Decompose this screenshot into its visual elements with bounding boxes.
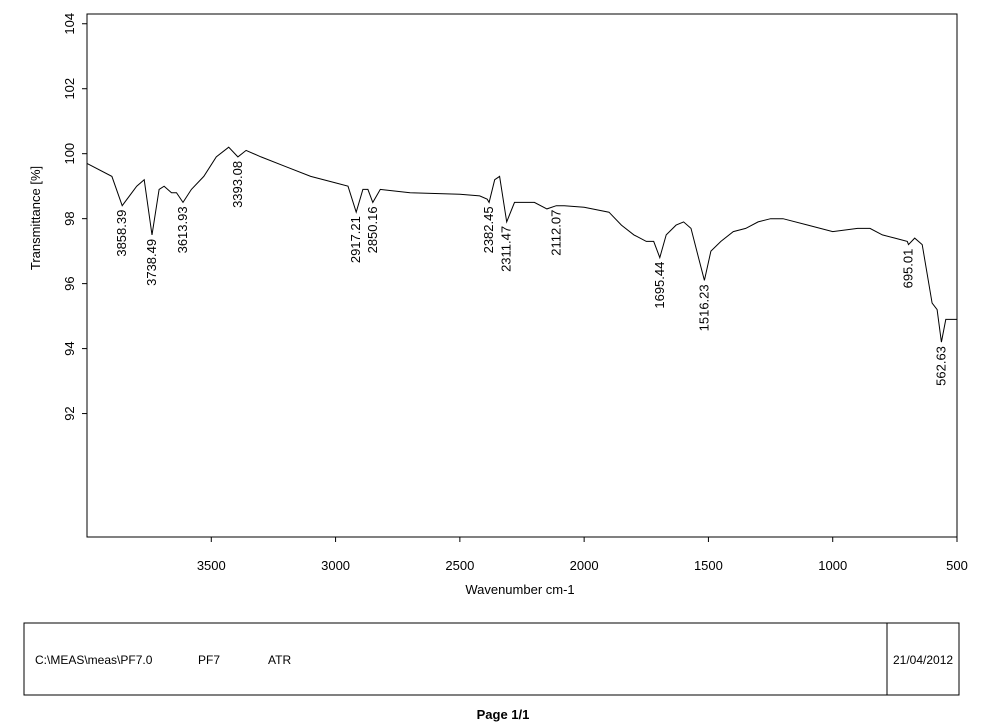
footer-date: 21/04/2012 (893, 653, 953, 667)
y-tick-label: 100 (62, 143, 77, 165)
y-tick-label: 102 (62, 78, 77, 100)
peak-label: 3393.08 (230, 161, 245, 208)
x-tick-label: 2500 (445, 558, 474, 573)
spectrum-line (86, 146, 957, 343)
x-tick-label: 500 (946, 558, 968, 573)
x-tick-label: 3000 (321, 558, 350, 573)
y-axis-label: Transmittance [%] (28, 166, 43, 270)
page-number: Page 1/1 (477, 707, 530, 722)
peak-label: 3738.49 (144, 239, 159, 286)
peak-label: 1516.23 (696, 284, 711, 331)
x-tick-label: 3500 (197, 558, 226, 573)
footer-sample: PF7 (198, 653, 220, 667)
peak-label: 2311.47 (499, 226, 514, 272)
footer-box (23, 622, 960, 696)
y-tick-label: 104 (62, 13, 77, 35)
peak-label: 2112.07 (548, 210, 563, 256)
footer-path: C:\MEAS\meas\PF7.0 (35, 653, 153, 667)
peak-label: 2917.21 (348, 216, 363, 263)
y-tick-label: 92 (62, 406, 77, 420)
peak-label: 2382.45 (481, 206, 496, 253)
y-tick-label: 94 (62, 341, 77, 355)
x-tick-label: 2000 (570, 558, 599, 573)
peak-label: 562.63 (933, 346, 948, 386)
peak-label: 695.01 (901, 249, 916, 289)
y-tick-label: 98 (62, 211, 77, 225)
x-tick-label: 1500 (694, 558, 723, 573)
footer-method: ATR (268, 653, 291, 667)
plot-frame (86, 13, 958, 538)
peak-label: 3613.93 (175, 206, 190, 253)
x-tick-label: 1000 (818, 558, 847, 573)
x-axis-label: Wavenumber cm-1 (465, 582, 574, 597)
y-tick-label: 96 (62, 276, 77, 290)
peak-label: 3858.39 (114, 210, 129, 257)
peak-label: 2850.16 (365, 206, 380, 253)
peak-label: 1695.44 (652, 262, 667, 309)
